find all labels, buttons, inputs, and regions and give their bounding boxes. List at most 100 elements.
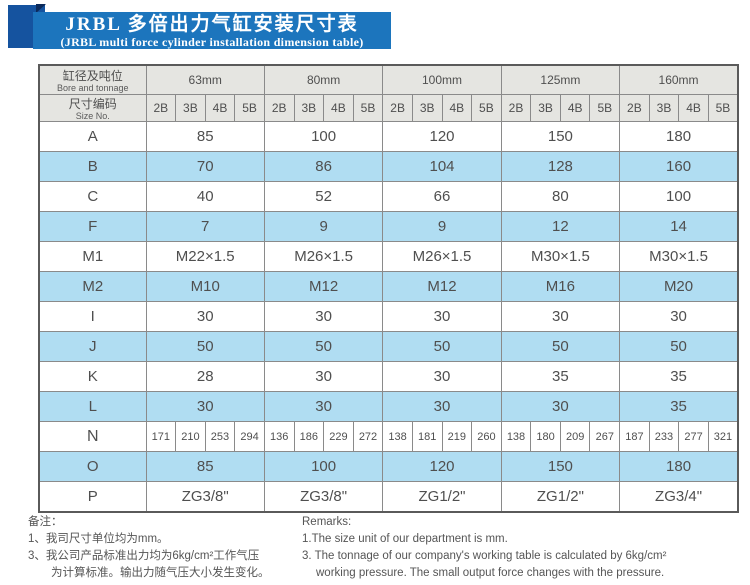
notes-english: Remarks: 1.The size unit of our departme…	[302, 514, 666, 582]
table-row-K: K 28 30 30 35 35	[38, 361, 739, 392]
value-cell: 100	[263, 121, 384, 152]
value-cell: 7	[145, 211, 265, 242]
notes-cn-line1: 1、我司尺寸单位均为mm。	[28, 533, 169, 545]
value-cell: 40	[145, 181, 265, 212]
row-label: L	[38, 391, 147, 422]
n-value-cell: 321	[707, 421, 739, 452]
value-cell: 50	[500, 331, 621, 362]
table-row-I: I 30 30 30 30 30	[38, 301, 739, 332]
value-cell: 30	[263, 391, 384, 422]
table-row-P: P ZG3/8" ZG3/8" ZG1/2" ZG1/2" ZG3/4"	[38, 481, 739, 513]
n-value-cell: 138	[382, 421, 413, 452]
table-row-L: L 30 30 30 30 35	[38, 391, 739, 422]
value-cell: 180	[619, 451, 739, 482]
value-cell: 50	[263, 331, 384, 362]
value-cell: M12	[382, 271, 502, 302]
subcol-header: 3B	[293, 94, 325, 122]
value-cell: 30	[145, 391, 265, 422]
n-value-cell: 209	[559, 421, 591, 452]
subcol-header: 2B	[500, 94, 532, 122]
table-row-B: B 70 86 104 128 160	[38, 151, 739, 182]
row-label: K	[38, 361, 147, 392]
value-cell: 150	[500, 121, 621, 152]
value-cell: 120	[382, 121, 502, 152]
value-cell: 35	[500, 361, 621, 392]
ribbon-fold-icon	[36, 4, 46, 13]
value-cell: 30	[382, 361, 502, 392]
value-cell: 35	[619, 361, 739, 392]
value-cell: 100	[263, 451, 384, 482]
value-cell: ZG3/8"	[263, 481, 384, 513]
subcol-header: 2B	[382, 94, 413, 122]
page-title: JRBL 多倍出力气缸安装尺寸表	[65, 14, 359, 35]
table-row-A: A 85 100 120 150 180	[38, 121, 739, 152]
bore-group-63mm: 63mm	[145, 64, 265, 95]
value-cell: 100	[619, 181, 739, 212]
subcol-header: 5B	[352, 94, 384, 122]
value-cell: 85	[145, 451, 265, 482]
notes-en-line1: 1.The size unit of our department is mm.	[302, 533, 508, 545]
n-value-cell: 294	[234, 421, 265, 452]
dimension-table: 缸径及吨位 Bore and tonnage 63mm 80mm 100mm 1…	[38, 64, 739, 513]
row-label: C	[38, 181, 147, 212]
n-value-cell: 136	[263, 421, 295, 452]
row-label: I	[38, 301, 147, 332]
bore-group-160mm: 160mm	[619, 64, 739, 95]
value-cell: 12	[500, 211, 621, 242]
value-cell: 150	[500, 451, 621, 482]
value-cell: M22×1.5	[145, 241, 265, 272]
subcol-header: 2B	[619, 94, 650, 122]
row-label: N	[38, 421, 147, 452]
table-row-F: F 7 9 9 12 14	[38, 211, 739, 242]
value-cell: ZG3/8"	[145, 481, 265, 513]
notes-cn-line3: 为计算标准。输出力随气压大小发生变化。	[51, 567, 270, 579]
table-row-M1: M1 M22×1.5 M26×1.5 M26×1.5 M30×1.5 M30×1…	[38, 241, 739, 272]
subcol-header: 3B	[411, 94, 443, 122]
table-row-O: O 85 100 120 150 180	[38, 451, 739, 482]
table-header-row: 缸径及吨位 Bore and tonnage 63mm 80mm 100mm 1…	[38, 64, 739, 95]
value-cell: M30×1.5	[500, 241, 621, 272]
size-no-en-label: Size No.	[75, 111, 110, 121]
subcol-header: 3B	[175, 94, 206, 122]
corner-bore-tonnage: 缸径及吨位 Bore and tonnage	[38, 64, 147, 95]
value-cell: M16	[500, 271, 621, 302]
subcol-header: 2B	[145, 94, 177, 122]
bore-group-100mm: 100mm	[382, 64, 502, 95]
subcol-header: 4B	[678, 94, 709, 122]
table-row-C: C 40 52 66 80 100	[38, 181, 739, 212]
value-cell: M26×1.5	[263, 241, 384, 272]
subcol-header: 4B	[441, 94, 473, 122]
subcol-header: 5B	[471, 94, 502, 122]
corner-size-no: 尺寸编码 Size No.	[38, 94, 147, 122]
value-cell: ZG3/4"	[619, 481, 739, 513]
size-no-cn-label: 尺寸编码	[68, 97, 117, 111]
value-cell: 52	[263, 181, 384, 212]
subcol-header: 5B	[589, 94, 621, 122]
n-value-cell: 253	[204, 421, 236, 452]
corner-cn-label: 缸径及吨位	[62, 69, 123, 83]
subcol-header: 4B	[559, 94, 591, 122]
value-cell: 50	[619, 331, 739, 362]
value-cell: 85	[145, 121, 265, 152]
value-cell: M10	[145, 271, 265, 302]
value-cell: 104	[382, 151, 502, 182]
value-cell: 128	[500, 151, 621, 182]
value-cell: M30×1.5	[619, 241, 739, 272]
subcol-header: 5B	[707, 94, 739, 122]
n-value-cell: 171	[145, 421, 177, 452]
value-cell: 80	[500, 181, 621, 212]
title-banner: JRBL 多倍出力气缸安装尺寸表 (JRBL multi force cylin…	[33, 12, 391, 49]
notes-en-line2: 3. The tonnage of our company's working …	[302, 550, 667, 562]
n-value-cell: 219	[441, 421, 473, 452]
value-cell: 35	[619, 391, 739, 422]
subcol-header: 4B	[323, 94, 354, 122]
page-subtitle: (JRBL multi force cylinder installation …	[60, 35, 364, 49]
row-label: J	[38, 331, 147, 362]
table-row-J: J 50 50 50 50 50	[38, 331, 739, 362]
bore-group-125mm: 125mm	[500, 64, 621, 95]
value-cell: 28	[145, 361, 265, 392]
row-label: O	[38, 451, 147, 482]
notes-cn-line2: 3、我公司产品标准出力均为6kg/cm²工作气压	[28, 550, 260, 562]
value-cell: 30	[500, 391, 621, 422]
value-cell: 70	[145, 151, 265, 182]
